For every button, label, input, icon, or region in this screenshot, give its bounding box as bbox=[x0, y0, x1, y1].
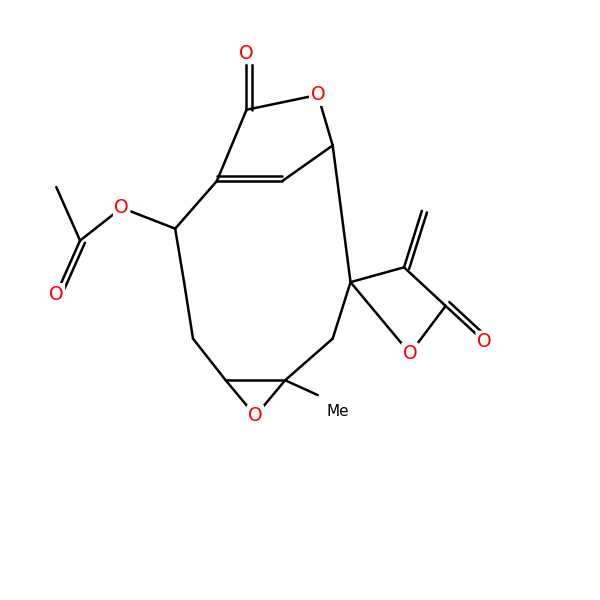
Text: O: O bbox=[403, 344, 417, 363]
Text: O: O bbox=[311, 85, 325, 104]
Text: Me: Me bbox=[327, 404, 349, 419]
Text: O: O bbox=[248, 406, 263, 425]
Text: O: O bbox=[115, 199, 129, 217]
Text: O: O bbox=[239, 44, 254, 63]
Text: O: O bbox=[477, 332, 491, 351]
Text: O: O bbox=[49, 284, 64, 304]
